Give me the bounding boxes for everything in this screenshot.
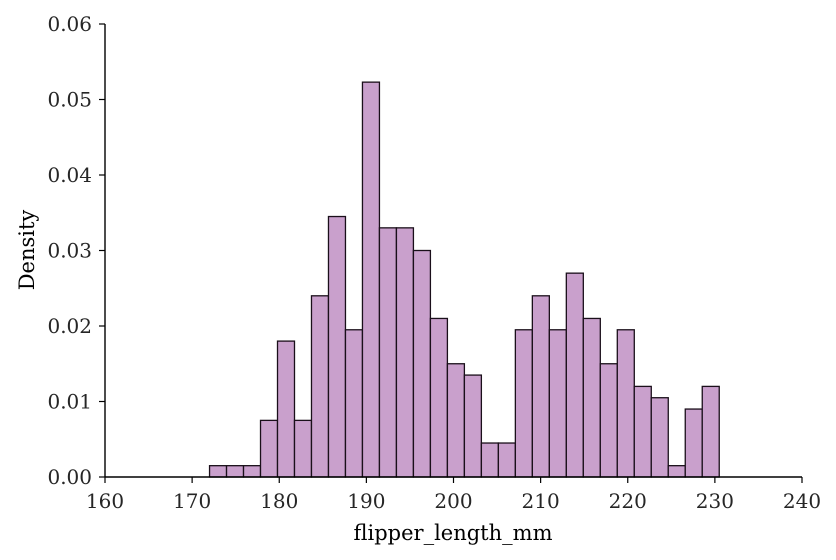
x-tick-label: 240 bbox=[783, 489, 821, 513]
histogram-bar bbox=[548, 329, 567, 478]
histogram-bar bbox=[225, 465, 245, 478]
bars bbox=[208, 81, 720, 478]
x-tick-label: 160 bbox=[86, 489, 124, 513]
y-tick-label: 0.04 bbox=[47, 163, 92, 187]
histogram-bar bbox=[361, 81, 381, 478]
y-tick-label: 0.05 bbox=[47, 88, 92, 112]
y-axis-ticks: 0.00 0.01 0.02 0.03 0.04 0.05 0.06 bbox=[47, 12, 105, 489]
x-tick-label: 220 bbox=[609, 489, 647, 513]
histogram-bar bbox=[616, 329, 635, 478]
histogram-bar bbox=[582, 317, 601, 478]
histogram-bar bbox=[514, 329, 533, 478]
y-axis-label: Density bbox=[15, 210, 39, 291]
histogram-bar bbox=[701, 385, 720, 478]
histogram-bar bbox=[378, 227, 398, 478]
x-tick-label: 180 bbox=[260, 489, 298, 513]
histogram-bar bbox=[344, 329, 364, 478]
histogram-bar bbox=[412, 249, 432, 478]
histogram-bar bbox=[242, 465, 262, 478]
histogram-bar bbox=[327, 215, 347, 478]
x-tick-label: 210 bbox=[522, 489, 560, 513]
y-tick-label: 0.06 bbox=[47, 12, 92, 36]
histogram-bar bbox=[480, 442, 500, 478]
histogram-bar bbox=[446, 363, 466, 478]
histogram-bar bbox=[395, 227, 415, 478]
y-tick-label: 0.02 bbox=[47, 314, 92, 338]
histogram-bar bbox=[259, 419, 279, 478]
x-tick-label: 170 bbox=[173, 489, 211, 513]
y-tick-label: 0.03 bbox=[47, 239, 92, 263]
x-tick-label: 190 bbox=[347, 489, 385, 513]
histogram-bar bbox=[633, 385, 652, 478]
x-axis-ticks: 160 170 180 190 200 210 220 230 240 bbox=[86, 477, 821, 513]
histogram-bar bbox=[310, 295, 330, 478]
y-tick-label: 0.00 bbox=[47, 465, 92, 489]
histogram-bar bbox=[497, 442, 517, 478]
histogram-bar bbox=[276, 340, 296, 478]
histogram-bar bbox=[565, 272, 584, 478]
histogram-bar bbox=[463, 374, 483, 478]
histogram-bar bbox=[429, 317, 449, 478]
histogram-bar bbox=[667, 465, 686, 478]
x-axis-label: flipper_length_mm bbox=[354, 521, 553, 545]
histogram-bar bbox=[208, 465, 228, 478]
histogram-bar bbox=[293, 419, 313, 478]
histogram-bar bbox=[599, 363, 618, 478]
x-tick-label: 230 bbox=[696, 489, 734, 513]
histogram-bar bbox=[531, 295, 550, 478]
histogram-bar bbox=[650, 397, 669, 478]
x-tick-label: 200 bbox=[434, 489, 472, 513]
y-tick-label: 0.01 bbox=[47, 390, 92, 414]
histogram-bar bbox=[684, 408, 703, 478]
